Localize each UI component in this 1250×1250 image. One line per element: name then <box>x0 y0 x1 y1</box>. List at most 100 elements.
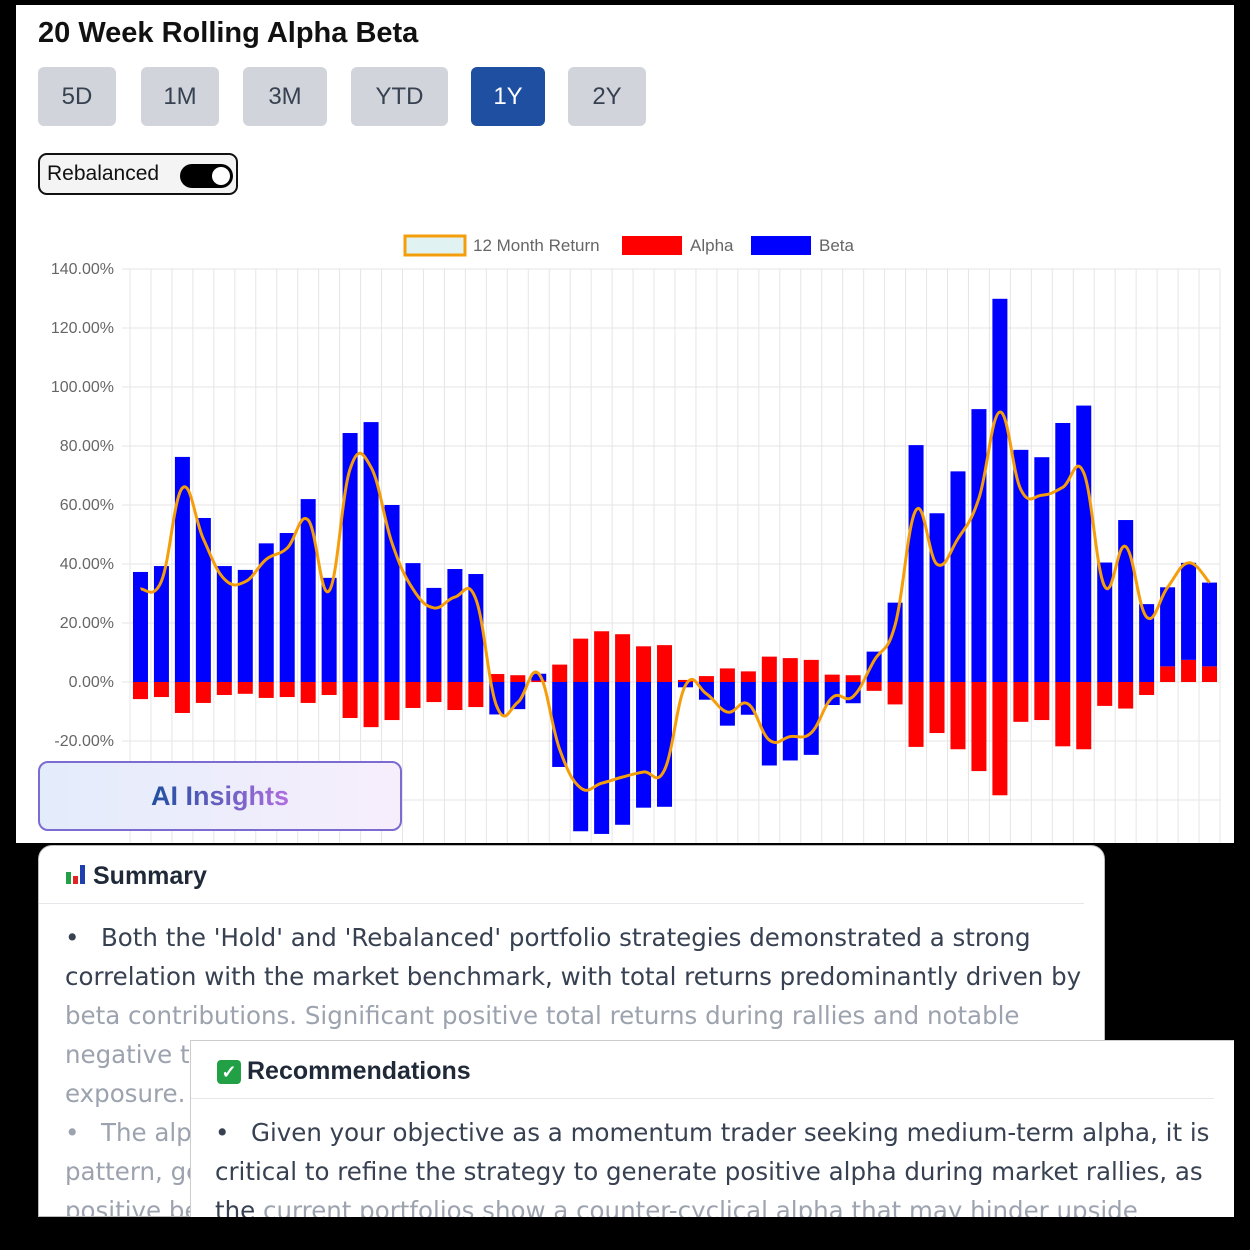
bar-alpha <box>677 679 693 682</box>
bar-alpha <box>1076 682 1092 750</box>
bar-alpha <box>1013 682 1029 722</box>
range-1y-button[interactable]: 1Y <box>471 67 545 126</box>
bar-alpha <box>761 656 777 682</box>
y-tick-label: 80.00% <box>60 438 114 455</box>
bar-beta <box>1118 520 1134 682</box>
bar-alpha <box>1118 682 1134 709</box>
bar-alpha <box>342 682 358 718</box>
recommendations-card: ✓ Recommendations • Given your objective a… <box>190 1040 1234 1217</box>
bar-alpha <box>824 674 840 682</box>
bar-alpha <box>279 682 295 698</box>
bar-alpha <box>636 646 652 682</box>
bar-beta <box>1034 457 1050 682</box>
bar-beta <box>195 517 211 682</box>
bar-beta <box>132 571 148 682</box>
legend-label-alpha: Alpha <box>690 236 734 255</box>
bar-beta <box>531 673 547 681</box>
range-3m-button[interactable]: 3M <box>243 67 327 126</box>
bar-alpha <box>992 682 1008 796</box>
bar-beta <box>803 682 819 755</box>
rebalanced-toggle-switch[interactable] <box>180 164 233 188</box>
y-tick-label: 140.00% <box>51 261 114 278</box>
bar-alpha <box>782 658 798 682</box>
bars <box>132 298 1218 834</box>
recommendations-heading: ✓ Recommendations <box>191 1041 1214 1099</box>
summary-title: Summary <box>93 862 207 890</box>
bar-beta <box>279 533 295 682</box>
bar-alpha <box>531 680 547 682</box>
bar-beta <box>1202 582 1218 667</box>
ai-insights-button[interactable]: AI Insights <box>38 761 402 831</box>
bar-beta <box>384 505 400 682</box>
bar-beta <box>1097 562 1113 682</box>
legend-label-12-month-return: 12 Month Return <box>473 236 600 255</box>
bar-alpha <box>552 664 568 682</box>
check-icon: ✓ <box>217 1060 241 1085</box>
y-axis: 140.00% 120.00% 100.00% 80.00% 60.00% 40.00% 2… <box>51 261 114 750</box>
y-tick-label: -20.00% <box>54 733 114 750</box>
bar-beta <box>992 298 1008 682</box>
bar-beta <box>719 682 735 726</box>
bar-beta <box>300 499 316 682</box>
bar-beta <box>510 682 526 710</box>
bar-alpha <box>405 682 421 708</box>
bar-beta <box>174 456 190 682</box>
bar-alpha <box>971 682 987 772</box>
bar-alpha <box>698 676 714 682</box>
summary-bullet: • Both the 'Hold' and 'Rebalanced' portfo… <box>65 923 1082 1108</box>
range-ytd-button[interactable]: YTD <box>351 67 448 126</box>
legend-label-beta: Beta <box>819 236 855 255</box>
rebalanced-toggle-container[interactable]: Rebalanced <box>38 153 238 195</box>
bar-beta <box>1013 449 1029 682</box>
bar-beta <box>468 574 484 682</box>
bar-alpha <box>1139 682 1155 695</box>
bar-alpha <box>1160 666 1176 682</box>
summary-bullet: • The alp pattern, ge positive be <box>65 1118 202 1217</box>
bar-beta <box>929 513 945 682</box>
legend[interactable]: 12 Month Return Alpha Beta <box>403 234 855 257</box>
bar-alpha <box>803 659 819 682</box>
bar-beta <box>573 682 589 832</box>
bar-alpha <box>216 682 232 695</box>
bar-alpha <box>594 631 610 682</box>
bar-beta <box>321 577 337 682</box>
legend-swatch-beta <box>751 236 811 255</box>
rebalanced-label: Rebalanced <box>47 162 160 185</box>
bar-alpha <box>300 682 316 703</box>
bar-beta <box>1139 604 1155 682</box>
range-5d-button[interactable]: 5D <box>38 67 116 126</box>
chart-grid <box>122 268 1221 843</box>
recommendations-title: Recommendations <box>247 1057 471 1085</box>
bar-alpha <box>1097 682 1113 706</box>
alpha-beta-chart: 140.00% 120.00% 100.00% 80.00% 60.00% 40.00% 2… <box>51 234 1221 843</box>
bar-alpha <box>195 682 211 703</box>
bar-beta <box>258 543 274 682</box>
range-1m-button[interactable]: 1M <box>141 67 219 126</box>
y-tick-label: 120.00% <box>51 320 114 337</box>
bar-alpha <box>363 682 379 728</box>
bar-beta <box>761 682 777 766</box>
bar-alpha <box>845 675 861 682</box>
bar-alpha <box>258 682 274 698</box>
series-line-12-month-return <box>139 410 1211 792</box>
ai-insights-label: AI Insights <box>150 780 289 811</box>
y-tick-label: 40.00% <box>60 556 114 573</box>
bar-beta <box>552 682 568 767</box>
bar-alpha <box>174 682 190 713</box>
bar-alpha <box>237 682 253 694</box>
page-title: 20 Week Rolling Alpha Beta <box>38 17 419 49</box>
bar-alpha <box>1034 682 1050 721</box>
bar-beta <box>615 682 631 825</box>
y-tick-label: 100.00% <box>51 379 114 396</box>
bar-alpha <box>468 682 484 708</box>
bar-beta <box>636 682 652 808</box>
bar-beta <box>1181 562 1197 660</box>
chart-panel: 20 Week Rolling Alpha Beta 5D 1M 3M YTD … <box>16 5 1234 843</box>
bar-alpha <box>426 682 442 703</box>
bar-alpha <box>573 638 589 682</box>
bar-alpha <box>321 682 337 695</box>
range-2y-button[interactable]: 2Y <box>568 67 646 126</box>
bar-beta <box>824 682 840 706</box>
bar-beta <box>447 569 463 682</box>
y-tick-label: 0.00% <box>69 674 114 691</box>
